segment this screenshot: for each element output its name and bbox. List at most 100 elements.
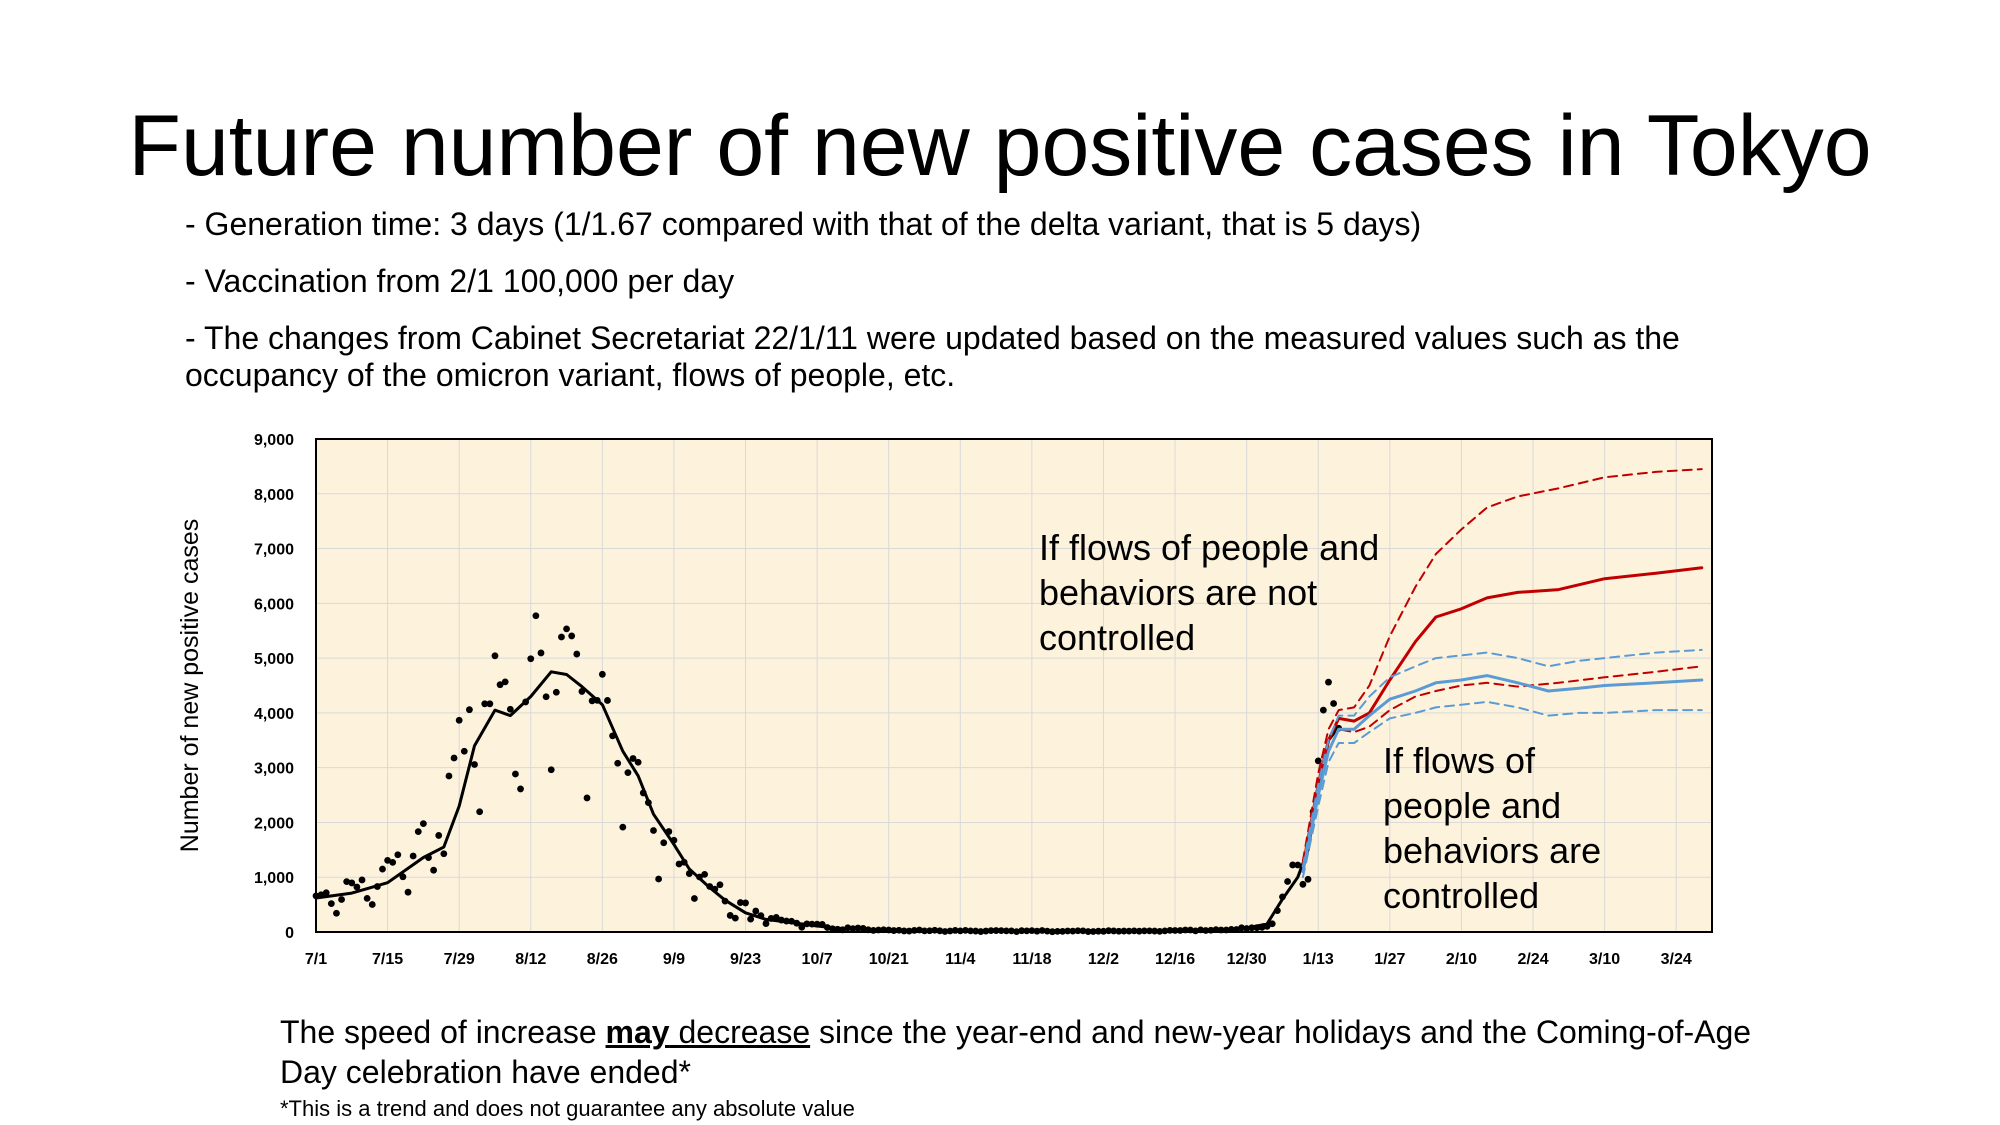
data-point: [542, 693, 550, 701]
bullet-vaccination: - Vaccination from 2/1 100,000 per day: [185, 263, 735, 299]
data-point: [726, 912, 734, 919]
footer-bold-may: may: [605, 1014, 670, 1050]
data-point: [527, 655, 535, 663]
data-point: [430, 866, 438, 874]
data-point: [419, 820, 427, 827]
y-tick-label: 9,000: [254, 432, 294, 449]
page-title: Future number of new positive cases in T…: [128, 98, 1872, 194]
footnote: *This is a trend and does not guarantee …: [280, 1096, 855, 1121]
data-point: [389, 858, 397, 866]
data-point: [399, 873, 407, 881]
data-point: [532, 612, 540, 620]
data-point: [486, 700, 494, 708]
annotation-2-line: behaviors are: [1383, 830, 1601, 871]
annotation-2-line: controlled: [1383, 875, 1539, 916]
data-point: [1314, 757, 1322, 765]
annotation-1-line: controlled: [1039, 617, 1195, 658]
data-point: [573, 650, 581, 658]
footer-text-2: since the year-end and new-year holidays…: [280, 1014, 1752, 1090]
data-point: [619, 823, 627, 831]
cases-chart: 0 1,000 2,000 3,000 4,000 5,000 6,000 7,000 8,00…: [176, 432, 1713, 968]
x-tick-label: 3/24: [1661, 951, 1692, 968]
x-tick-label: 7/15: [372, 951, 403, 968]
series-line-3: [1301, 468, 1703, 862]
data-point: [379, 865, 386, 873]
data-point: [363, 894, 371, 902]
data-point: [737, 899, 744, 906]
data-point: [583, 794, 591, 802]
data-point: [322, 889, 330, 897]
data-point: [512, 770, 519, 778]
data-point: [563, 625, 570, 633]
x-tick-label: 2/24: [1517, 951, 1548, 968]
x-tick-label: 11/18: [1012, 951, 1051, 968]
data-point: [501, 678, 509, 686]
data-point: [752, 907, 760, 915]
x-tick-label: 10/21: [869, 951, 909, 968]
y-tick-label: 7,000: [254, 542, 294, 559]
data-point: [1289, 861, 1297, 869]
data-point: [491, 652, 499, 660]
x-tick-label: 11/4: [945, 951, 975, 968]
data-point: [701, 870, 709, 878]
data-point: [496, 681, 504, 689]
data-point: [460, 747, 468, 755]
data-point: [1294, 861, 1302, 869]
x-tick-label: 8/26: [587, 951, 618, 968]
data-point: [409, 852, 417, 860]
x-tick-label: 7/29: [444, 951, 475, 968]
y-tick-label: 8,000: [254, 487, 294, 504]
data-point: [1304, 875, 1312, 883]
data-point: [506, 705, 514, 713]
x-tick-label: 9/9: [663, 951, 685, 968]
data-point: [435, 832, 443, 839]
data-point: [762, 920, 770, 927]
footer-statement: The speed of increase may decrease since…: [280, 1012, 1780, 1092]
data-point: [455, 716, 463, 724]
data-point: [476, 808, 484, 816]
x-tick-label: 1/27: [1374, 951, 1405, 968]
data-point: [343, 878, 351, 886]
data-point: [731, 914, 739, 922]
data-point: [353, 883, 361, 891]
data-point: [450, 754, 458, 762]
data-point: [614, 759, 622, 767]
footer-underlined-decrease: decrease: [678, 1014, 811, 1050]
x-tick-label: 8/12: [515, 951, 546, 968]
y-tick-label: 6,000: [254, 596, 294, 613]
data-point: [1319, 706, 1327, 714]
x-tick-label: 2/10: [1446, 951, 1477, 968]
data-point: [747, 915, 755, 923]
data-point: [691, 895, 698, 902]
y-tick-label: 0: [285, 925, 294, 942]
data-point: [327, 900, 335, 908]
data-point: [629, 755, 637, 762]
data-point: [655, 875, 663, 883]
series-line-6: [1301, 648, 1703, 868]
x-tick-label: 10/7: [802, 951, 833, 968]
series-line-7: [1301, 700, 1703, 879]
data-point: [675, 860, 683, 868]
x-tick-label: 7/1: [305, 951, 327, 968]
x-tick-label: 12/16: [1155, 951, 1195, 968]
annotation-1-line: behaviors are not: [1039, 572, 1317, 613]
data-point: [547, 766, 555, 774]
data-point: [537, 649, 545, 657]
data-point: [414, 828, 422, 836]
data-point: [1284, 878, 1291, 885]
data-point: [348, 879, 356, 887]
data-point: [1299, 880, 1307, 888]
data-point: [598, 670, 606, 678]
y-tick-label: 5,000: [254, 651, 294, 668]
data-point: [624, 769, 632, 777]
data-point: [358, 876, 366, 884]
data-point: [338, 896, 345, 903]
data-point: [1325, 678, 1332, 686]
y-tick-label: 1,000: [254, 870, 294, 887]
data-point: [466, 706, 473, 714]
data-point: [552, 688, 560, 696]
data-point: [634, 758, 642, 766]
data-point: [568, 632, 576, 640]
y-tick-label: 4,000: [254, 706, 294, 723]
plot-area: [316, 439, 1712, 932]
